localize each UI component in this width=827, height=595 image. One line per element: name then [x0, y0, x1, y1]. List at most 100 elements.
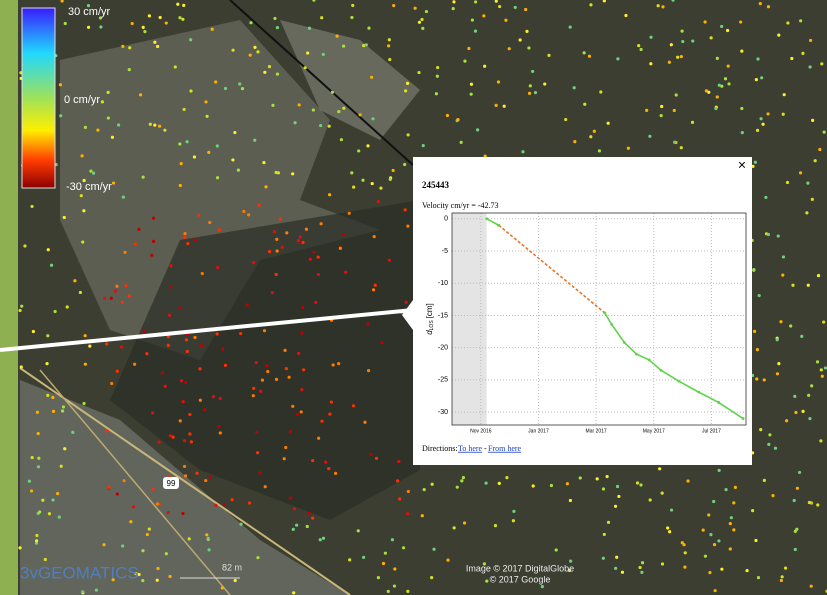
map-point — [234, 579, 237, 582]
map-point — [168, 314, 171, 317]
map-point — [231, 498, 234, 501]
map-point — [405, 301, 408, 304]
map-point — [375, 457, 378, 460]
map-point — [566, 482, 569, 485]
map-point — [809, 39, 812, 42]
map-point — [589, 135, 592, 138]
map-point — [249, 54, 252, 57]
map-point — [84, 126, 87, 129]
map-point — [498, 482, 501, 485]
map-point — [527, 46, 530, 49]
map-point — [724, 488, 727, 491]
map-point — [784, 566, 787, 569]
map-point — [366, 144, 369, 147]
map-point — [421, 514, 424, 517]
map-point — [771, 494, 774, 497]
map-point — [524, 8, 527, 11]
map-point — [680, 29, 683, 32]
map-point — [596, 477, 599, 480]
map-point — [209, 475, 212, 478]
map-point — [661, 492, 664, 495]
map-point — [717, 539, 720, 542]
map-point — [180, 162, 183, 165]
map-point — [359, 113, 362, 116]
map-point — [406, 590, 409, 593]
map-point — [311, 516, 314, 519]
y-label-subscript: LOS — [429, 320, 435, 331]
map-point — [726, 29, 729, 32]
map-point — [188, 537, 191, 540]
map-point — [372, 288, 375, 291]
map-point — [289, 430, 292, 433]
map-point — [467, 47, 470, 50]
map-point — [152, 217, 155, 220]
map-point — [238, 82, 241, 85]
map-point — [48, 512, 51, 515]
map-point — [593, 130, 596, 133]
map-point — [273, 230, 276, 233]
map-point — [185, 338, 188, 341]
map-point — [573, 86, 576, 89]
data-point — [623, 341, 626, 344]
map-point — [713, 543, 716, 546]
velocity: Velocity cm/yr = -42.73 — [422, 201, 499, 210]
map-point — [283, 349, 286, 352]
close-button[interactable]: × — [738, 157, 746, 173]
from-here-link[interactable]: From here — [488, 444, 522, 453]
map-point — [64, 22, 67, 25]
map-point — [531, 70, 534, 73]
map-point — [794, 530, 797, 533]
map-point — [820, 62, 823, 65]
map-point — [673, 109, 676, 112]
map-point — [503, 105, 506, 108]
map-point — [102, 543, 105, 546]
map-point — [615, 556, 618, 559]
map-point — [342, 44, 345, 47]
map-point — [785, 419, 788, 422]
map-point — [327, 467, 330, 470]
map-point — [275, 273, 278, 276]
map-point — [217, 425, 220, 428]
map-point — [342, 107, 345, 110]
map-point — [122, 479, 125, 482]
map-point — [387, 44, 390, 47]
map-point — [80, 194, 83, 197]
map-point — [820, 368, 823, 371]
to-here-link[interactable]: To here — [458, 444, 483, 453]
map-point — [382, 562, 385, 565]
map-point — [62, 405, 65, 408]
map-point — [330, 400, 333, 403]
map-point — [791, 284, 794, 287]
map-point — [204, 479, 207, 482]
map-point — [344, 271, 347, 274]
map-point — [23, 244, 26, 247]
map-point — [764, 196, 767, 199]
map-point — [264, 185, 267, 188]
map-point — [340, 138, 343, 141]
map-point — [164, 385, 167, 388]
map-point — [463, 521, 466, 524]
map-point — [195, 472, 198, 475]
map-point — [176, 3, 179, 6]
map-point — [370, 76, 373, 79]
map-point — [259, 390, 262, 393]
map-point — [120, 345, 123, 348]
page: 30 cm/yr 0 cm/yr -30 cm/yr 99 3vGEOMATIC… — [0, 0, 827, 595]
map-point — [110, 382, 113, 385]
map-point — [205, 533, 208, 536]
map-point — [555, 548, 558, 551]
map-point — [249, 21, 252, 24]
map-point — [293, 121, 296, 124]
map-point — [407, 133, 410, 136]
map-point — [362, 556, 365, 559]
map-point — [550, 484, 553, 487]
map-point — [569, 25, 572, 28]
map-point — [284, 446, 287, 449]
map-point — [182, 4, 185, 7]
map-point — [131, 22, 134, 25]
map-point — [60, 465, 63, 468]
map-point — [707, 513, 710, 516]
map-point — [816, 360, 819, 363]
map-point — [179, 184, 182, 187]
map-point — [616, 57, 619, 60]
